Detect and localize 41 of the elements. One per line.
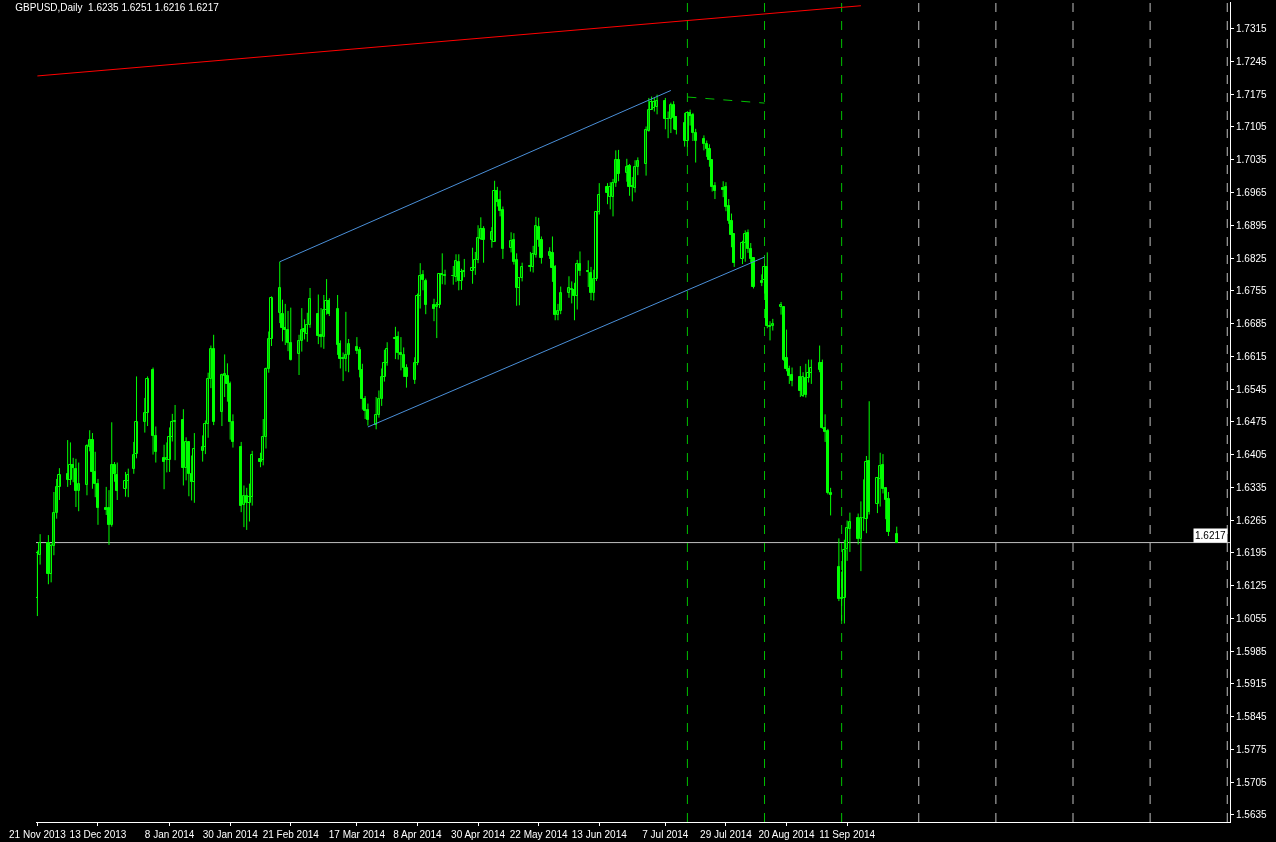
y-tick-label: 1.6405 [1236, 449, 1268, 461]
y-tick-label: 1.5845 [1236, 711, 1268, 723]
y-tick-label: 1.5775 [1236, 743, 1268, 755]
x-tick-label: 20 Aug 2014 [758, 829, 816, 840]
y-tick-label: 1.6265 [1236, 514, 1268, 526]
x-tick-label: 21 Feb 2014 [262, 829, 320, 840]
x-tick-label: 8 Jan 2014 [144, 829, 195, 840]
y-tick-label: 1.6615 [1236, 350, 1268, 362]
y-tick-label: 1.6125 [1236, 580, 1268, 592]
y-tick-label: 1.6825 [1236, 252, 1268, 264]
y-tick-label: 1.6335 [1236, 481, 1268, 493]
x-tick-label: 7 Jul 2014 [642, 829, 689, 840]
ref-line-label: 1.6217 [1195, 530, 1227, 541]
y-tick-label: 1.6965 [1236, 186, 1268, 198]
y-tick-label: 1.7175 [1236, 88, 1268, 100]
x-tick-label: 30 Apr 2014 [451, 829, 506, 840]
x-tick-label: 13 Jun 2014 [571, 829, 628, 840]
x-tick-label: 22 May 2014 [509, 829, 568, 840]
y-tick-label: 1.5985 [1236, 645, 1268, 657]
x-tick-label: 13 Dec 2013 [69, 829, 127, 840]
x-tick-label: 11 Sep 2014 [819, 829, 876, 840]
y-tick-label: 1.6545 [1236, 383, 1268, 395]
y-tick-label: 1.6195 [1236, 547, 1268, 559]
y-tick-label: 1.7245 [1236, 55, 1268, 67]
y-tick-label: 1.6685 [1236, 318, 1268, 330]
y-tick-label: 1.6055 [1236, 612, 1268, 624]
y-tick-label: 1.7035 [1236, 154, 1268, 166]
y-tick-label: 1.6755 [1236, 285, 1268, 297]
y-tick-label: 1.5635 [1236, 809, 1268, 821]
y-tick-label: 1.6475 [1236, 416, 1268, 428]
y-tick-label: 1.6895 [1236, 219, 1268, 231]
y-tick-label: 1.7105 [1236, 121, 1268, 133]
x-tick-label: 29 Jul 2014 [700, 829, 753, 840]
x-tick-label: 17 Mar 2014 [328, 829, 386, 840]
x-tick-label: 8 Apr 2014 [393, 829, 443, 840]
chart-title: GBPUSD,Daily 1.6235 1.6251 1.6216 1.6217 [15, 2, 220, 14]
y-tick-label: 1.5705 [1236, 776, 1268, 788]
x-tick-label: 30 Jan 2014 [202, 829, 259, 840]
y-tick-label: 1.7315 [1236, 23, 1268, 35]
x-tick-label: 21 Nov 2013 [9, 829, 67, 840]
y-tick-label: 1.5915 [1236, 678, 1268, 690]
